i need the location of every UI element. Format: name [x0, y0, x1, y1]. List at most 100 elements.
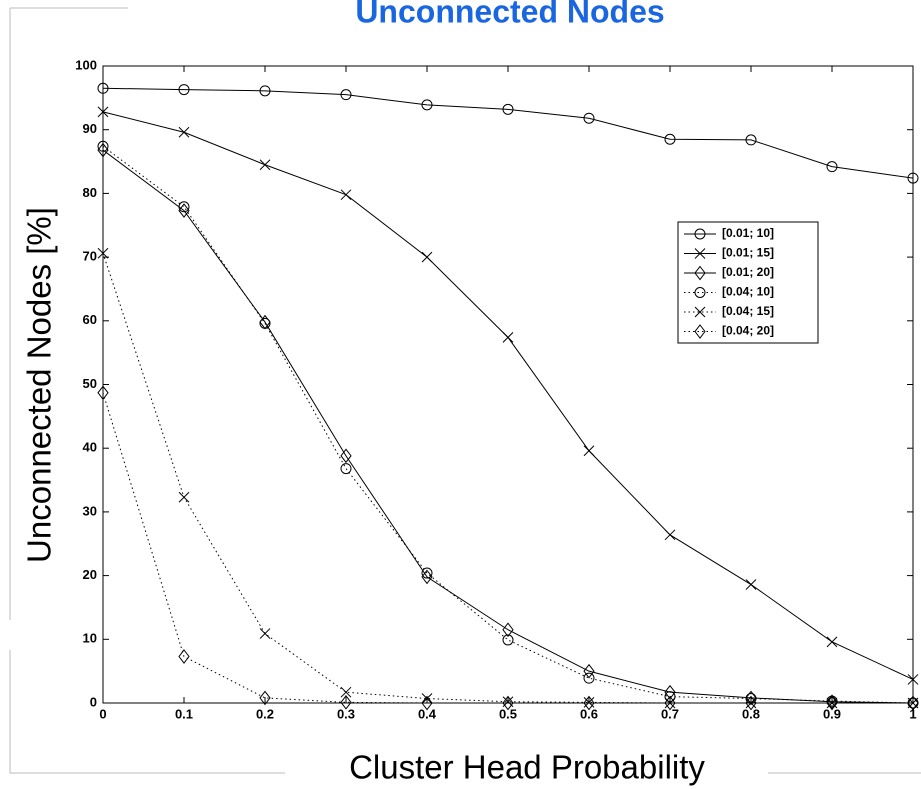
marker: [178, 203, 190, 218]
x-axis-label: Cluster Head Probability: [349, 749, 705, 786]
marker: [421, 99, 433, 111]
marker: [97, 82, 109, 94]
x-tick-label: 0.5: [499, 706, 517, 721]
legend-label: [0.01; 10]: [722, 226, 774, 240]
y-tick-label: 100: [75, 57, 97, 72]
marker: [421, 251, 433, 263]
marker: [745, 690, 757, 706]
legend-label: [0.04; 20]: [722, 324, 774, 338]
marker: [259, 159, 271, 171]
marker: [745, 579, 757, 590]
marker: [694, 265, 706, 281]
marker: [502, 622, 514, 638]
x-tick-label: 0.1: [175, 706, 193, 721]
marker: [97, 140, 109, 152]
marker: [583, 663, 595, 679]
marker: [340, 189, 352, 201]
series-line: [102, 145, 914, 704]
marker: [583, 112, 595, 124]
marker: [259, 690, 271, 706]
marker: [502, 332, 514, 343]
marker: [664, 695, 676, 711]
y-tick-label: 80: [83, 185, 97, 200]
marker: [502, 103, 514, 115]
marker: [340, 463, 352, 475]
x-tick-label: 0.3: [337, 706, 355, 721]
marker: [97, 106, 109, 118]
y-tick-label: 30: [83, 503, 97, 518]
marker: [259, 317, 271, 329]
marker: [421, 567, 433, 579]
marker: [694, 324, 706, 339]
marker: [97, 247, 109, 259]
marker: [583, 695, 595, 711]
frame: [9, 7, 921, 774]
legend-label: [0.01; 20]: [722, 265, 774, 279]
marker: [694, 248, 706, 259]
marker: [745, 695, 757, 711]
marker: [907, 172, 919, 184]
y-axis-label: Unconnected Nodes [%]: [21, 207, 58, 563]
x-tick-label: 0.4: [418, 706, 437, 721]
marker: [340, 89, 352, 101]
y-tick-label: 70: [83, 249, 97, 264]
marker: [340, 695, 352, 710]
marker: [745, 697, 757, 709]
y-tick-label: 50: [83, 376, 97, 391]
marker: [178, 126, 190, 138]
marker: [694, 287, 706, 298]
marker: [178, 491, 190, 503]
marker: [907, 674, 919, 685]
marker: [178, 649, 190, 664]
series-line: [102, 392, 913, 704]
y-tick-label: 0: [90, 694, 97, 709]
series-line: [102, 111, 914, 680]
x-tick-label: 0: [99, 706, 106, 721]
marker: [907, 697, 919, 709]
x-tick-label: 1: [909, 706, 916, 721]
marker: [340, 448, 352, 464]
series-line: [102, 87, 914, 179]
marker: [502, 695, 514, 711]
marker: [583, 445, 595, 457]
marker: [340, 686, 352, 698]
plot-frame: [102, 65, 914, 704]
legend-label: [0.04; 15]: [722, 304, 774, 318]
y-tick-label: 60: [83, 312, 97, 327]
x-tick-label: 0.9: [823, 706, 841, 721]
x-tick-label: 0.6: [580, 706, 598, 721]
legend-box: [677, 221, 819, 344]
marker: [826, 697, 838, 709]
marker: [745, 134, 757, 146]
marker: [583, 672, 595, 684]
marker: [421, 695, 433, 711]
x-tick-label: 0.8: [742, 706, 760, 721]
marker: [664, 684, 676, 700]
legend-label: [0.04; 10]: [722, 285, 774, 299]
marker: [826, 695, 838, 711]
marker: [259, 85, 271, 97]
marker: [97, 142, 109, 158]
marker: [421, 693, 433, 704]
legend-label: [0.01; 15]: [722, 246, 774, 260]
marker: [826, 161, 838, 173]
marker: [178, 201, 190, 213]
y-tick-label: 90: [83, 121, 97, 136]
marker: [694, 306, 706, 318]
marker: [694, 228, 706, 240]
y-tick-label: 20: [83, 567, 97, 582]
chart-title: Unconnected Nodes: [355, 0, 664, 29]
y-tick-label: 40: [83, 440, 97, 455]
marker: [664, 697, 676, 709]
marker: [664, 529, 676, 541]
marker: [826, 636, 838, 648]
marker: [502, 634, 514, 646]
x-tick-label: 0.2: [256, 706, 274, 721]
marker: [421, 569, 433, 585]
marker: [664, 691, 676, 703]
marker: [178, 84, 190, 96]
y-tick-label: 10: [83, 631, 97, 646]
marker: [907, 695, 919, 711]
marker: [97, 385, 109, 401]
